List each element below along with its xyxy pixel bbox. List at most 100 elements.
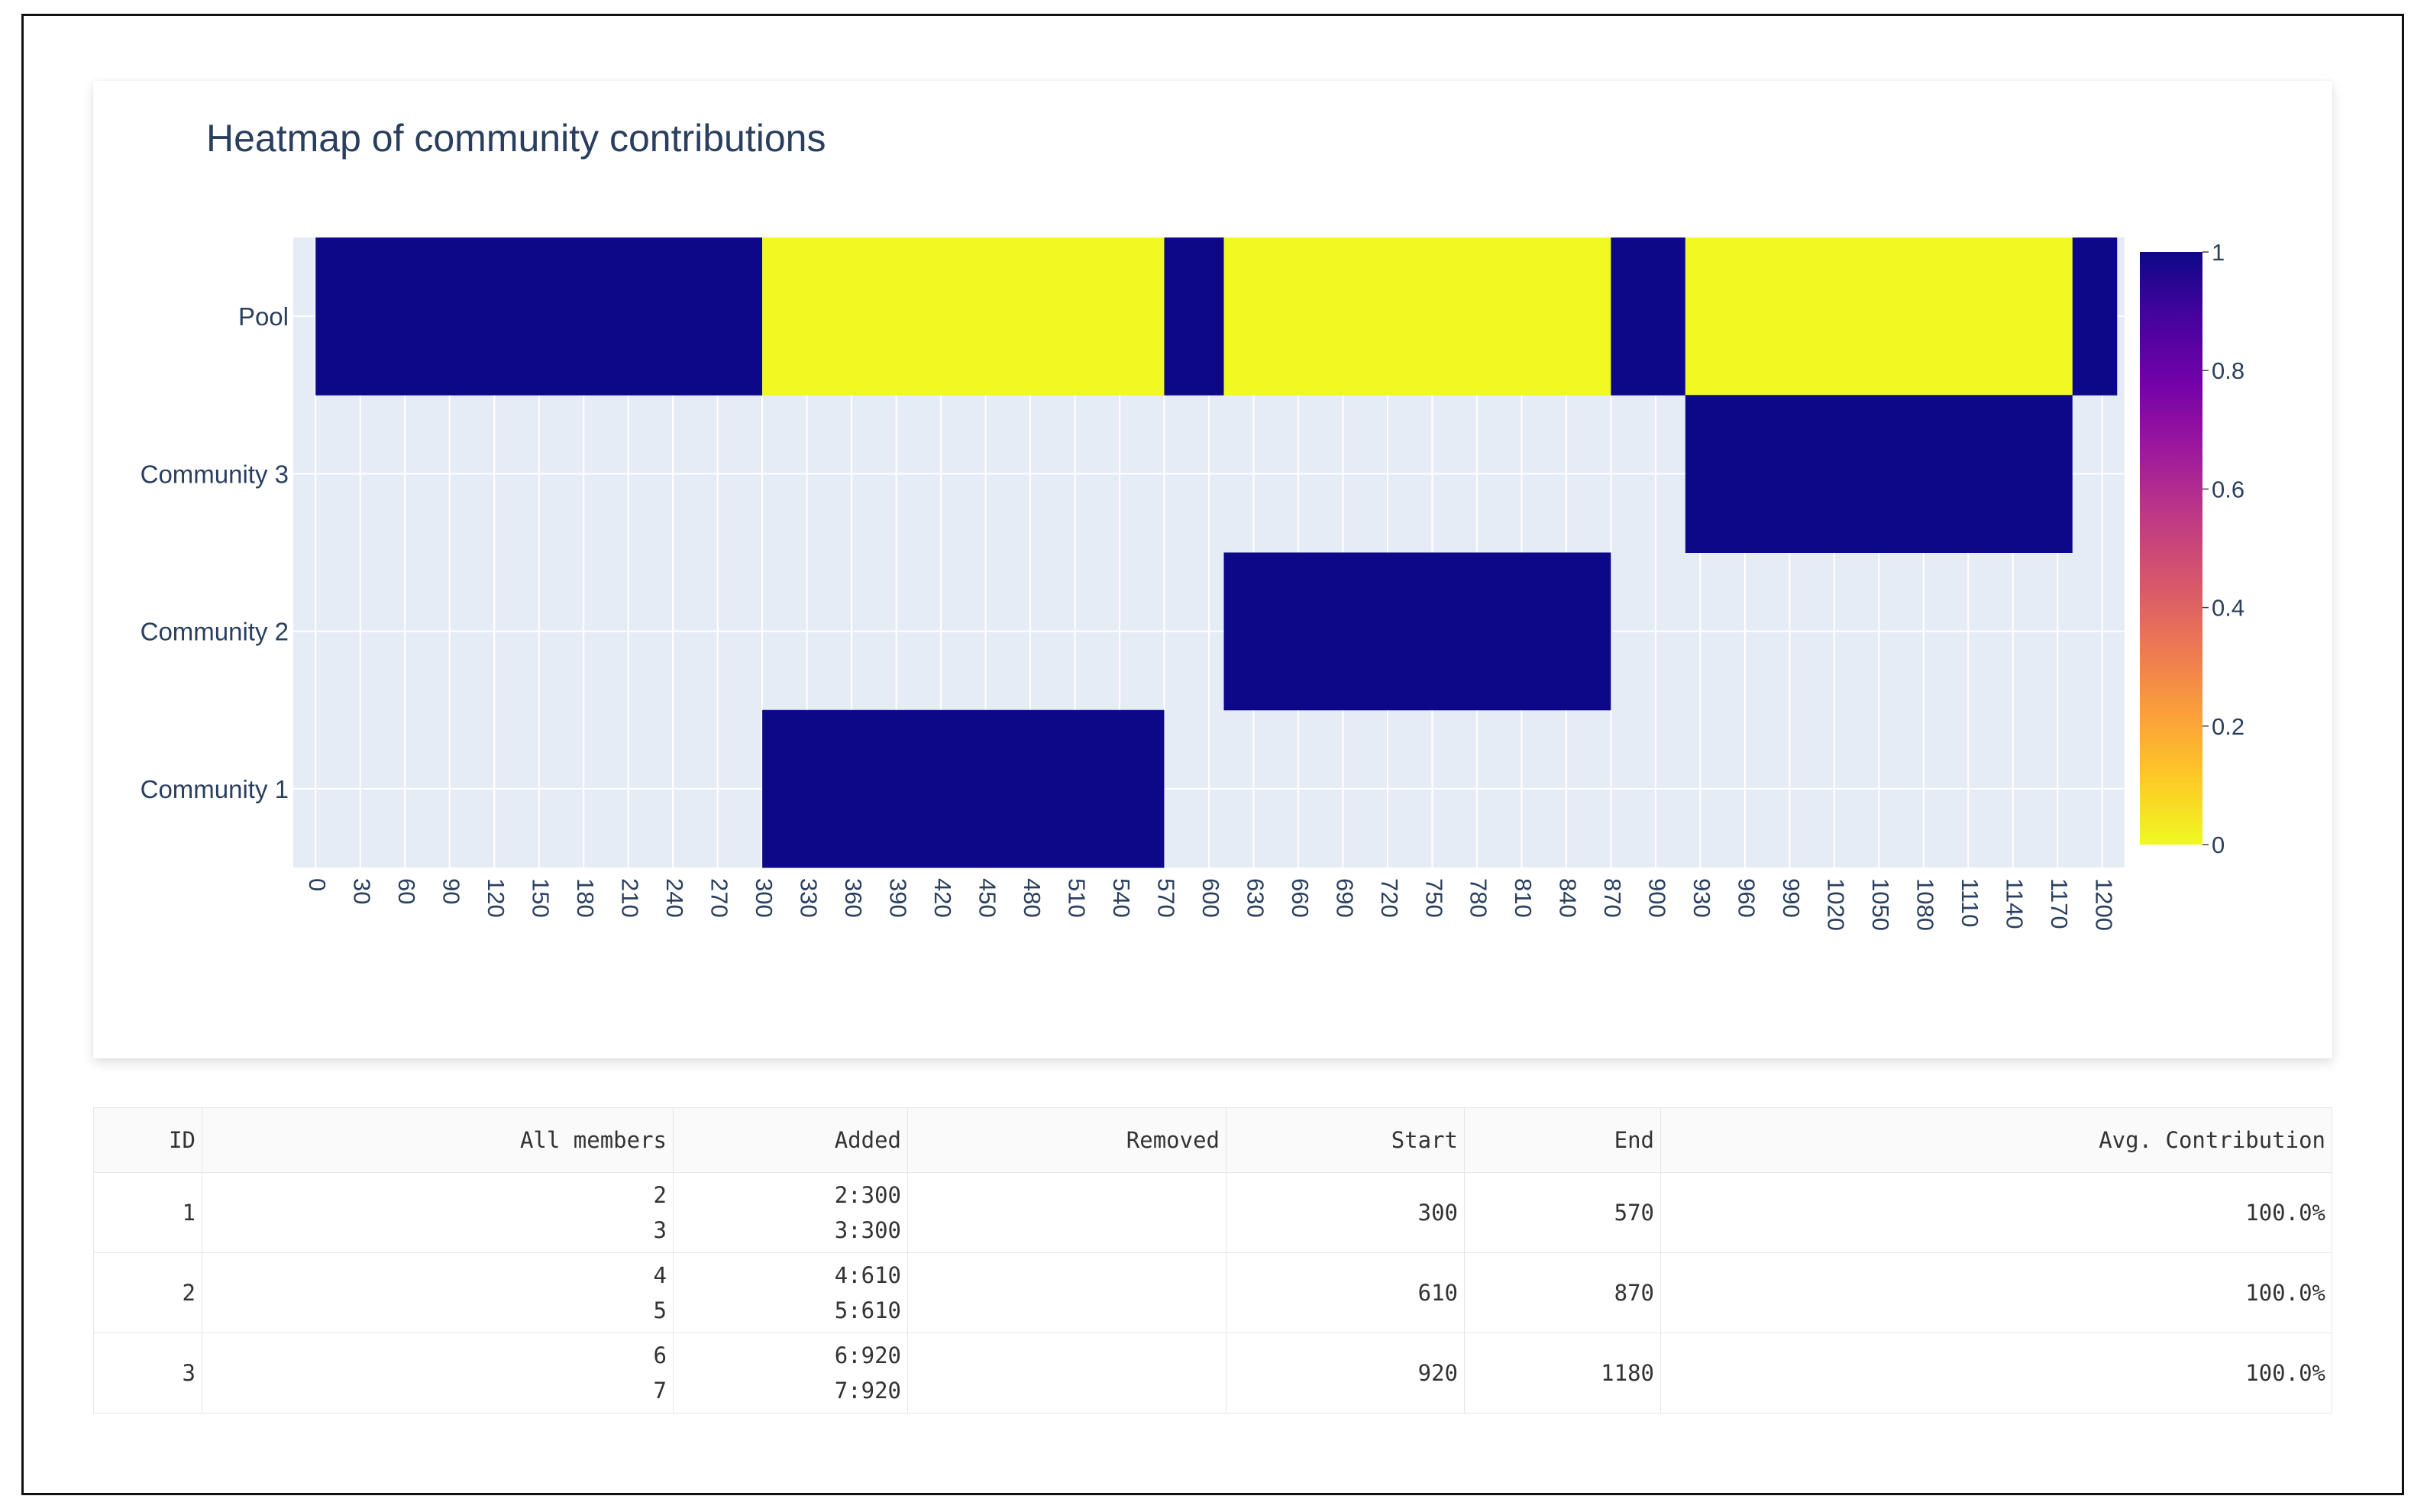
- x-tick-label: 1110: [1957, 878, 1983, 927]
- x-tick-label: 60: [393, 878, 420, 904]
- x-tick-label: 450: [974, 878, 1000, 918]
- heatmap-cell[interactable]: [315, 237, 763, 396]
- x-tick-label: 630: [1242, 878, 1268, 918]
- x-tick-label: 990: [1778, 878, 1805, 918]
- screenshot-frame: [21, 14, 2404, 1495]
- cell-removed: [907, 1333, 1226, 1413]
- table-header-row: ID All members Added Removed Start End A…: [93, 1107, 2332, 1173]
- x-tick-label: 870: [1599, 878, 1626, 918]
- heatmap-cell[interactable]: [762, 237, 1165, 396]
- cell-avg-contribution: 100.0%: [1660, 1172, 2332, 1253]
- cell-avg-contribution: 100.0%: [1660, 1333, 2332, 1413]
- x-tick-label: 420: [929, 878, 956, 918]
- header-removed[interactable]: Removed: [907, 1107, 1226, 1173]
- x-tick-label: 270: [706, 878, 732, 918]
- colorbar-tick-label: 0: [2212, 832, 2225, 858]
- colorbar-tick-label: 0.2: [2212, 713, 2244, 740]
- heatmap-cell[interactable]: [1685, 237, 2073, 396]
- chart-card: Heatmap of community contributions Commu…: [93, 81, 2332, 1058]
- x-tick-label: 390: [884, 878, 911, 918]
- y-tick-label: Pool: [238, 302, 289, 331]
- heatmap-cell[interactable]: [762, 709, 1165, 868]
- x-tick-label: 180: [572, 878, 599, 918]
- heatmap-cell[interactable]: [1611, 237, 1685, 396]
- x-tick-label: 330: [795, 878, 822, 918]
- chart-title: Heatmap of community contributions: [206, 117, 826, 160]
- x-tick-label: 570: [1152, 878, 1179, 918]
- header-id[interactable]: ID: [93, 1107, 202, 1173]
- colorbar-tick-label: 0.4: [2212, 595, 2244, 622]
- cell-avg-contribution: 100.0%: [1660, 1252, 2332, 1333]
- x-tick-label: 30: [349, 878, 376, 904]
- cell-id: 3: [93, 1333, 202, 1413]
- colorbar: [2140, 252, 2202, 845]
- cell-start: 920: [1226, 1333, 1465, 1413]
- heatmap-cell[interactable]: [1223, 237, 1611, 396]
- x-tick-label: 1080: [1912, 878, 1939, 931]
- x-tick-label: 810: [1510, 878, 1537, 918]
- x-tick-label: 0: [304, 878, 331, 891]
- cell-end: 870: [1464, 1252, 1661, 1333]
- header-start[interactable]: Start: [1226, 1107, 1465, 1173]
- cell-start: 300: [1226, 1172, 1465, 1253]
- colorbar-tick-label: 0.8: [2212, 357, 2244, 384]
- cell-end: 570: [1464, 1172, 1661, 1253]
- x-tick-label: 930: [1689, 878, 1715, 918]
- community-table-wrap: ID All members Added Removed Start End A…: [93, 1107, 2332, 1413]
- community-table: ID All members Added Removed Start End A…: [93, 1107, 2332, 1413]
- heatmap-cell[interactable]: [2072, 237, 2118, 396]
- cell-id: 2: [93, 1252, 202, 1333]
- x-tick-label: 750: [1420, 878, 1447, 918]
- heatmap-cell[interactable]: [1164, 237, 1224, 396]
- x-tick-label: 510: [1063, 878, 1090, 918]
- x-tick-label: 120: [483, 878, 509, 918]
- x-tick-label: 1200: [2091, 878, 2118, 931]
- x-tick-label: 600: [1197, 878, 1224, 918]
- x-tick-label: 210: [616, 878, 643, 918]
- header-avg-contribution[interactable]: Avg. Contribution: [1660, 1107, 2332, 1173]
- cell-added: 6:920 7:920: [673, 1333, 908, 1413]
- header-added[interactable]: Added: [673, 1107, 908, 1173]
- x-tick-label: 1050: [1867, 878, 1894, 931]
- x-tick-label: 840: [1555, 878, 1582, 918]
- x-tick-label: 690: [1331, 878, 1358, 918]
- x-tick-label: 960: [1734, 878, 1760, 918]
- x-tick-label: 780: [1466, 878, 1492, 918]
- y-tick-label: Community 2: [141, 618, 289, 646]
- x-tick-label: 90: [438, 878, 465, 904]
- x-tick-label: 480: [1019, 878, 1045, 918]
- cell-removed: [907, 1172, 1226, 1253]
- x-tick-label: 1140: [2002, 878, 2028, 929]
- cell-end: 1180: [1464, 1333, 1661, 1413]
- cell-added: 4:610 5:610: [673, 1252, 908, 1333]
- header-end[interactable]: End: [1464, 1107, 1661, 1173]
- y-tick-label: Community 3: [141, 460, 289, 488]
- cell-added: 2:300 3:300: [673, 1172, 908, 1253]
- colorbar-tick-label: 1: [2212, 239, 2225, 266]
- y-tick-label: Community 1: [141, 775, 289, 803]
- cell-removed: [907, 1252, 1226, 1333]
- x-tick-label: 150: [527, 878, 554, 918]
- x-tick-label: 900: [1644, 878, 1671, 918]
- cell-start: 610: [1226, 1252, 1465, 1333]
- x-tick-label: 1020: [1823, 878, 1850, 931]
- x-tick-label: 1170: [2046, 878, 2073, 929]
- x-tick-label: 540: [1108, 878, 1135, 918]
- x-tick-label: 720: [1376, 878, 1403, 918]
- header-all-members[interactable]: All members: [202, 1107, 674, 1173]
- heatmap-chart[interactable]: Community 1 Community 2 Community 3 Pool 0 30…: [93, 81, 2332, 1058]
- heatmap-cell[interactable]: [1223, 552, 1611, 711]
- x-tick-label: 300: [751, 878, 777, 918]
- x-tick-label: 660: [1287, 878, 1314, 918]
- heatmap-cell[interactable]: [1685, 395, 2073, 553]
- x-tick-label: 240: [661, 878, 688, 918]
- colorbar-tick-label: 0.6: [2212, 476, 2244, 502]
- cell-id: 1: [93, 1172, 202, 1253]
- x-tick-label: 360: [840, 878, 867, 918]
